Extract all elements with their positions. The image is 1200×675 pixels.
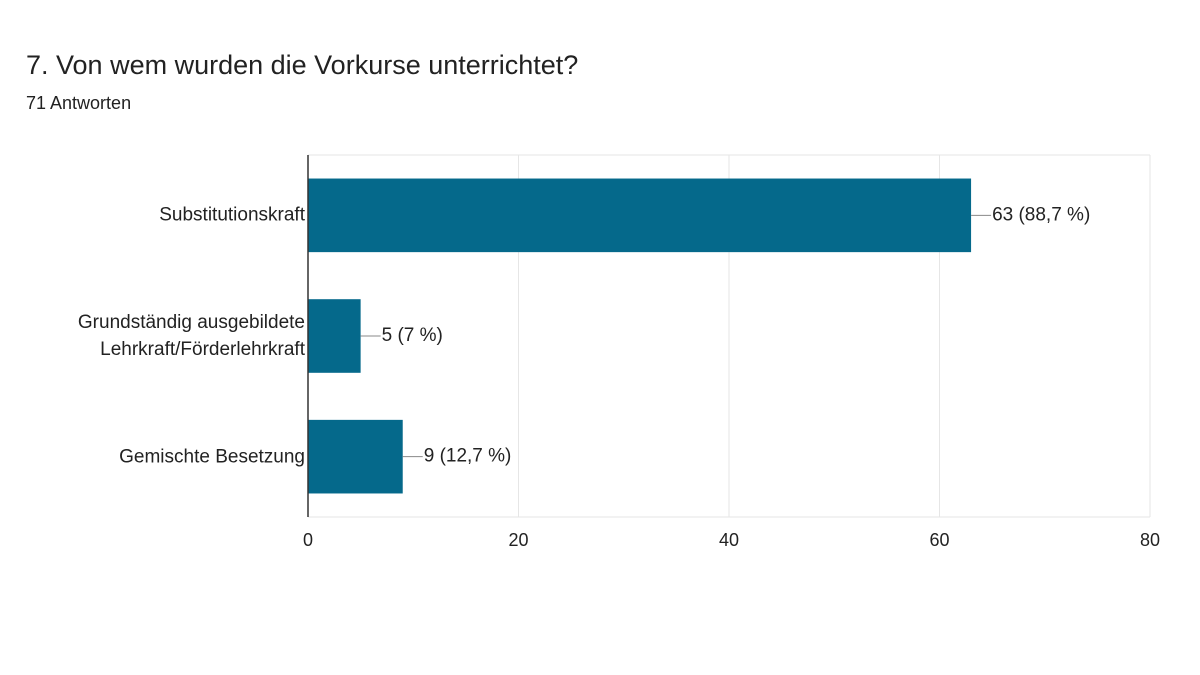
x-tick-label: 80 <box>1140 530 1160 550</box>
x-tick-label: 0 <box>303 530 313 550</box>
y-tick-label: Substitutionskraft <box>159 204 305 226</box>
bar <box>308 178 972 253</box>
value-label: 63 (88,7 %) <box>992 204 1090 225</box>
value-label: 9 (12,7 %) <box>424 446 512 467</box>
value-label: 5 (7 %) <box>382 325 443 346</box>
chart-subtitle: 71 Antworten <box>26 93 131 113</box>
bar <box>308 299 361 373</box>
bar <box>308 419 403 494</box>
x-tick-label: 40 <box>719 530 739 550</box>
y-tick-label: Gemischte Besetzung <box>119 446 305 468</box>
x-tick-label: 20 <box>508 530 528 550</box>
x-tick-label: 60 <box>929 530 949 550</box>
chart-title: 7. Von wem wurden die Vorkurse unterrich… <box>26 50 578 80</box>
y-tick-label: Grundständig ausgebildete Lehrkraft/Förd… <box>77 312 305 360</box>
